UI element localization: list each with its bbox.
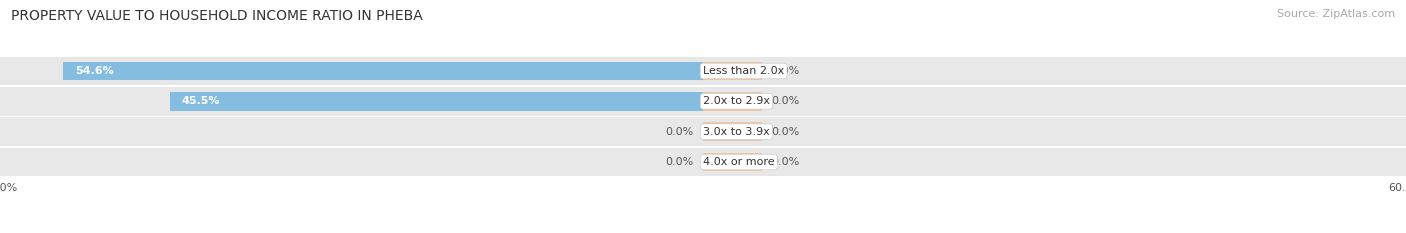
Text: 4.0x or more: 4.0x or more xyxy=(703,157,775,167)
Text: 54.6%: 54.6% xyxy=(75,66,114,76)
Text: Less than 2.0x: Less than 2.0x xyxy=(703,66,785,76)
Text: 0.0%: 0.0% xyxy=(665,127,693,137)
Text: PROPERTY VALUE TO HOUSEHOLD INCOME RATIO IN PHEBA: PROPERTY VALUE TO HOUSEHOLD INCOME RATIO… xyxy=(11,9,423,23)
Bar xyxy=(63,62,703,80)
Bar xyxy=(0,148,1406,176)
Text: 2.0x to 2.9x: 2.0x to 2.9x xyxy=(703,96,770,106)
Text: 3.0x to 3.9x: 3.0x to 3.9x xyxy=(703,127,769,137)
Bar xyxy=(0,117,1406,146)
Text: 0.0%: 0.0% xyxy=(770,127,799,137)
Bar xyxy=(170,92,703,111)
Bar xyxy=(0,87,1406,116)
Text: Source: ZipAtlas.com: Source: ZipAtlas.com xyxy=(1277,9,1395,19)
Text: 0.0%: 0.0% xyxy=(665,157,693,167)
Text: 0.0%: 0.0% xyxy=(770,157,799,167)
Bar xyxy=(703,153,762,171)
Text: 45.5%: 45.5% xyxy=(181,96,221,106)
Bar xyxy=(703,62,762,80)
Bar xyxy=(703,92,762,111)
Text: 0.0%: 0.0% xyxy=(770,66,799,76)
Text: 0.0%: 0.0% xyxy=(770,96,799,106)
Bar xyxy=(703,122,762,141)
Bar xyxy=(0,57,1406,85)
